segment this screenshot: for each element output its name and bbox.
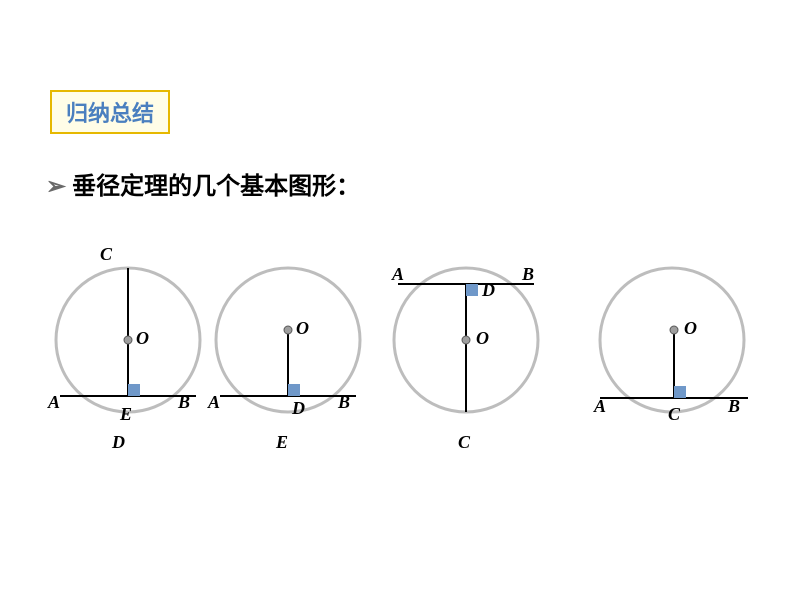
bullet-arrow-icon: ➢ bbox=[46, 172, 66, 201]
point-label-D-2: D bbox=[292, 398, 305, 419]
center-dot-2 bbox=[284, 326, 292, 334]
diagram-area: COABEDOABDEABDOCOACB bbox=[0, 240, 794, 520]
right-angle-icon-1 bbox=[128, 384, 140, 396]
point-label-B-4: B bbox=[728, 396, 740, 417]
summary-box-text: 归纳总结 bbox=[66, 101, 154, 126]
point-label-C-4: C bbox=[668, 404, 680, 425]
point-label-B-3: B bbox=[522, 264, 534, 285]
center-dot-4 bbox=[670, 326, 678, 334]
right-angle-icon-4 bbox=[674, 386, 686, 398]
point-label-A-3: A bbox=[392, 264, 404, 285]
circle-4 bbox=[600, 268, 744, 412]
point-label-O-3: O bbox=[476, 328, 489, 349]
point-label-C-3: C bbox=[458, 432, 470, 453]
point-label-D-3: D bbox=[482, 280, 495, 301]
point-label-B-2: B bbox=[338, 392, 350, 413]
point-label-O-1: O bbox=[136, 328, 149, 349]
point-label-E-2: E bbox=[276, 432, 288, 453]
heading: ➢垂径定理的几个基本图形： bbox=[46, 166, 360, 201]
point-label-A-4: A bbox=[594, 396, 606, 417]
point-label-A-2: A bbox=[208, 392, 220, 413]
center-dot-1 bbox=[124, 336, 132, 344]
heading-text: 垂径定理的几个基本图形： bbox=[72, 173, 360, 200]
center-dot-3 bbox=[462, 336, 470, 344]
point-label-D-1: D bbox=[112, 432, 125, 453]
slide-canvas: 归纳总结 ➢垂径定理的几个基本图形： COABEDOABDEABDOCOACB bbox=[0, 0, 794, 596]
summary-box: 归纳总结 bbox=[50, 90, 170, 134]
point-label-A-1: A bbox=[48, 392, 60, 413]
point-label-C-1: C bbox=[100, 244, 112, 265]
point-label-O-4: O bbox=[684, 318, 697, 339]
point-label-E-1: E bbox=[120, 404, 132, 425]
right-angle-icon-2 bbox=[288, 384, 300, 396]
right-angle-icon-3 bbox=[466, 284, 478, 296]
point-label-O-2: O bbox=[296, 318, 309, 339]
point-label-B-1: B bbox=[178, 392, 190, 413]
